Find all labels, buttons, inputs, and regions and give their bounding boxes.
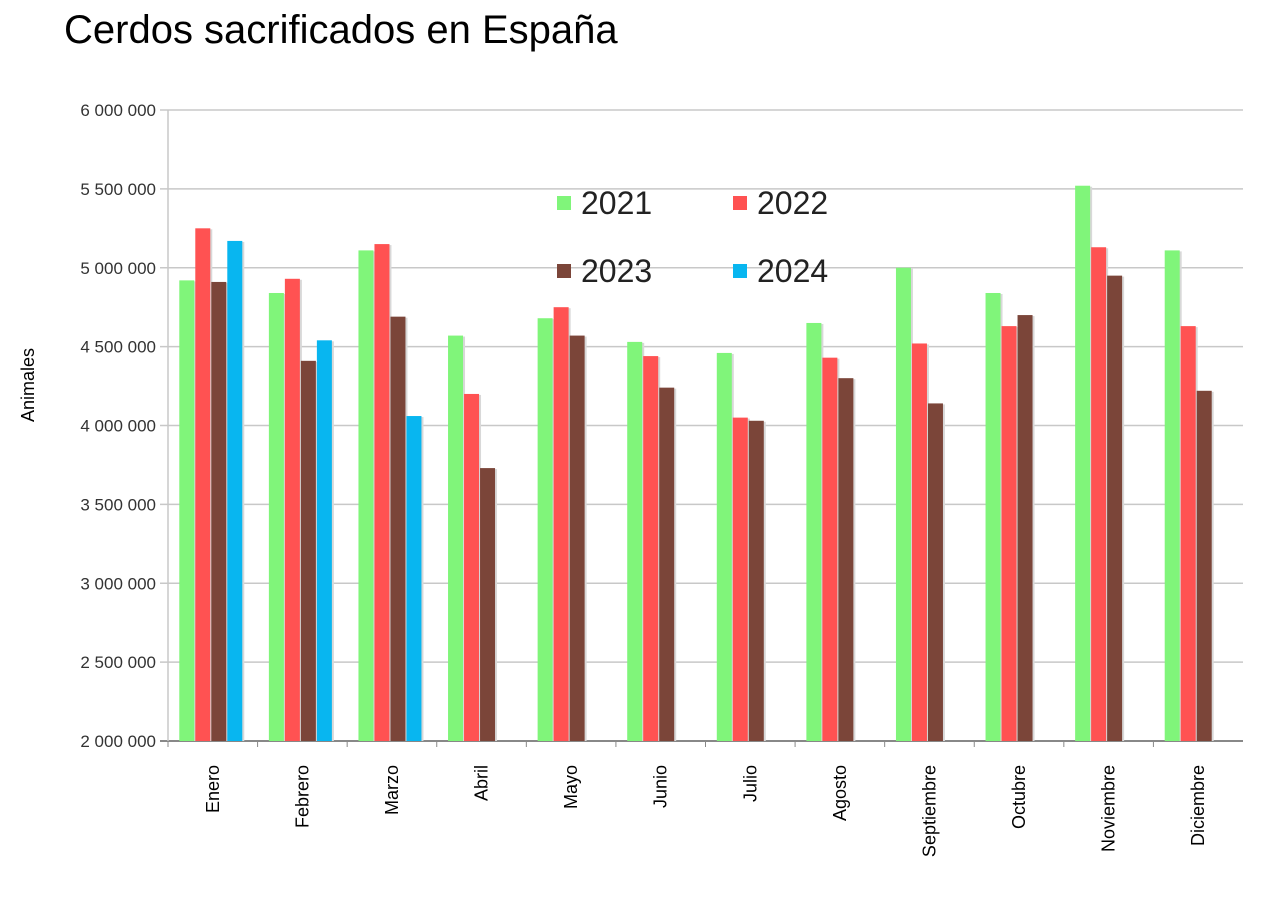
x-category-label: Diciembre bbox=[1188, 765, 1208, 846]
legend-label-2022: 2022 bbox=[757, 185, 828, 221]
bar-2023-octubre bbox=[1017, 315, 1033, 741]
x-category-label: Febrero bbox=[292, 765, 312, 828]
bar-2023-enero bbox=[211, 281, 227, 741]
bar-2024-febrero bbox=[316, 340, 332, 741]
y-axis-ticks: 2 000 000 2 500 000 3 000 000 3 500 000 4 00… bbox=[80, 101, 156, 751]
y-tick-label: 5 000 000 bbox=[80, 259, 156, 278]
legend-label-2024: 2024 bbox=[757, 253, 828, 289]
bar-2021-abril bbox=[448, 335, 464, 741]
legend-swatch-2023 bbox=[557, 264, 571, 278]
bar-2024-enero bbox=[227, 240, 243, 741]
legend-swatch-2021 bbox=[557, 196, 571, 210]
x-category-label: Octubre bbox=[1009, 765, 1029, 829]
x-category-label: Abril bbox=[472, 765, 492, 801]
bar-2023-julio bbox=[748, 420, 764, 741]
x-category-label: Mayo bbox=[561, 765, 581, 809]
x-category-label: Julio bbox=[740, 765, 760, 802]
bar-2022-agosto bbox=[822, 357, 838, 741]
y-tick-label: 4 500 000 bbox=[80, 338, 156, 357]
bar-2021-mayo bbox=[537, 318, 553, 741]
y-axis-label: Animales bbox=[18, 348, 38, 422]
legend-swatch-2024 bbox=[733, 264, 747, 278]
bar-2023-diciembre bbox=[1196, 390, 1212, 741]
chart-title: Cerdos sacrificados en España bbox=[64, 8, 618, 52]
bar-2023-agosto bbox=[838, 378, 854, 741]
bar-2022-noviembre bbox=[1091, 247, 1107, 741]
x-category-label: Junio bbox=[651, 765, 671, 808]
bar-2022-febrero bbox=[284, 278, 300, 741]
bar-2021-febrero bbox=[268, 292, 284, 741]
bar-2022-abril bbox=[464, 393, 480, 741]
bar-2021-octubre bbox=[985, 292, 1001, 741]
bar-2021-julio bbox=[716, 352, 732, 741]
x-axis-category-labels: Enero Febrero Marzo Abril Mayo Junio Julio Agos… bbox=[203, 765, 1208, 857]
x-category-label: Agosto bbox=[830, 765, 850, 821]
bar-2022-enero bbox=[195, 228, 211, 741]
legend-label-2023: 2023 bbox=[581, 253, 652, 289]
x-category-label: Enero bbox=[203, 765, 223, 813]
bar-2021-noviembre bbox=[1075, 185, 1091, 742]
bar-2021-agosto bbox=[806, 322, 822, 741]
x-category-label: Marzo bbox=[382, 765, 402, 815]
gridlines bbox=[160, 109, 1243, 747]
bar-2022-mayo bbox=[553, 307, 569, 741]
bar-2023-noviembre bbox=[1107, 275, 1123, 741]
legend-label-2021: 2021 bbox=[581, 185, 652, 221]
x-category-label: Noviembre bbox=[1099, 765, 1119, 852]
bar-2021-septiembre bbox=[895, 267, 911, 741]
bar-2022-marzo bbox=[374, 244, 390, 741]
bar-2021-marzo bbox=[358, 250, 374, 741]
y-tick-label: 2 500 000 bbox=[80, 653, 156, 672]
y-tick-label: 3 500 000 bbox=[80, 495, 156, 514]
bar-2023-marzo bbox=[390, 316, 406, 741]
bar-2021-diciembre bbox=[1164, 250, 1180, 741]
bar-2023-septiembre bbox=[927, 403, 943, 741]
y-tick-label: 3 000 000 bbox=[80, 574, 156, 593]
bar-2022-octubre bbox=[1001, 326, 1017, 741]
bar-2022-junio bbox=[643, 356, 659, 741]
bar-2023-febrero bbox=[300, 360, 316, 741]
x-category-label: Septiembre bbox=[919, 765, 939, 857]
y-tick-label: 6 000 000 bbox=[80, 101, 156, 120]
bar-2022-diciembre bbox=[1180, 326, 1196, 741]
legend-swatch-2022 bbox=[733, 196, 747, 210]
bar-2021-junio bbox=[627, 341, 643, 741]
bar-2023-abril bbox=[480, 468, 496, 741]
y-tick-label: 2 000 000 bbox=[80, 732, 156, 751]
y-tick-label: 5 500 000 bbox=[80, 180, 156, 199]
bar-2021-enero bbox=[179, 280, 195, 741]
bar-2022-septiembre bbox=[911, 343, 927, 741]
bar-2024-marzo bbox=[406, 416, 422, 741]
bars bbox=[179, 185, 1214, 742]
bar-2023-mayo bbox=[569, 335, 585, 741]
legend: 2021 2022 2023 2024 bbox=[557, 185, 828, 289]
bar-2022-julio bbox=[732, 417, 748, 741]
y-tick-label: 4 000 000 bbox=[80, 417, 156, 436]
bar-2023-junio bbox=[659, 387, 675, 741]
